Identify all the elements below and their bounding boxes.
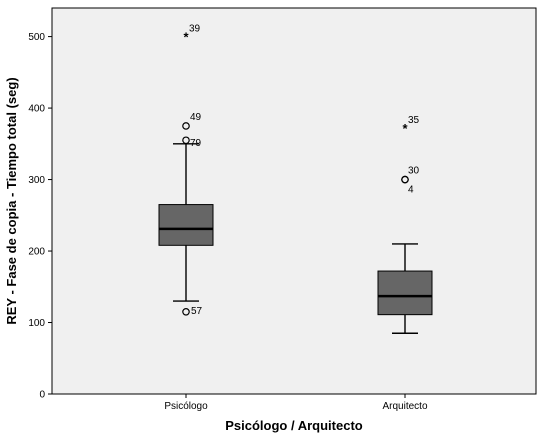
y-tick-label: 200 — [28, 247, 45, 258]
outlier-label: 79 — [190, 138, 202, 149]
outlier-label: 30 — [408, 166, 420, 177]
y-axis-title: REY - Fase de copia - Tiempo total (seg) — [4, 77, 19, 324]
iqr-box — [377, 270, 433, 316]
y-tick-label: 100 — [28, 318, 45, 329]
x-tick-label: Psicólogo — [164, 401, 208, 412]
outlier-circle — [401, 175, 409, 184]
outlier-circle — [182, 307, 190, 316]
outlier-label: 39 — [189, 24, 201, 35]
outlier-circle — [182, 136, 190, 145]
outlier-label: 49 — [190, 112, 202, 123]
outlier-label: 35 — [408, 115, 420, 126]
outlier-star: * — [183, 30, 189, 45]
outlier-star: * — [402, 121, 408, 136]
y-axis: 0 100 200 300 400 500 — [28, 32, 52, 401]
x-axis: Psicólogo Arquitecto — [164, 394, 428, 412]
y-tick-label: 300 — [28, 175, 45, 186]
x-tick-label: Arquitecto — [382, 401, 427, 412]
y-tick-label: 500 — [28, 32, 45, 43]
y-tick-label: 0 — [39, 390, 45, 401]
outlier-label: 4 — [408, 185, 414, 196]
x-axis-title: Psicólogo / Arquitecto — [225, 418, 363, 433]
y-tick-label: 400 — [28, 104, 45, 115]
outlier-label: 57 — [191, 306, 203, 317]
plot-area — [51, 7, 537, 395]
outlier-circle — [182, 122, 190, 130]
iqr-box — [158, 204, 214, 246]
